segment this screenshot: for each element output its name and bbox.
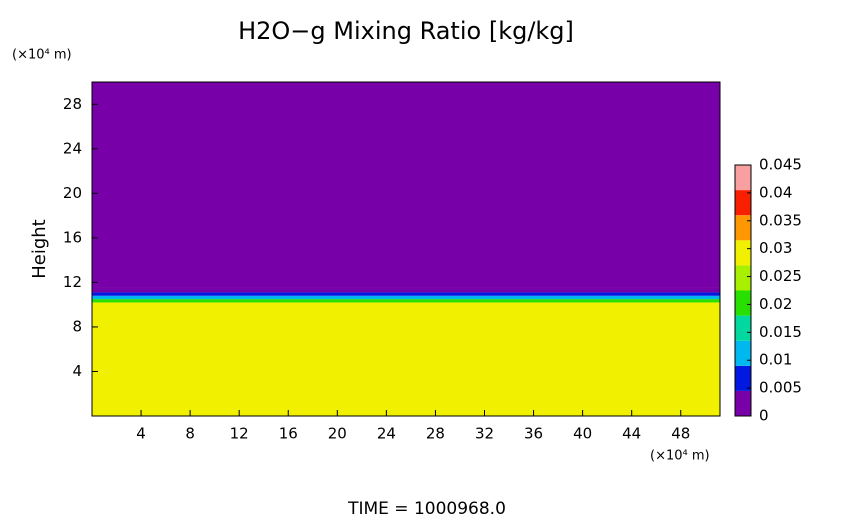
x-tick-label: 40 <box>573 425 592 443</box>
colorbar-tick-label: 0.005 <box>759 379 802 397</box>
y-unit: (×10⁴ m) <box>12 48 72 63</box>
x-tick-label: 36 <box>524 425 543 443</box>
colorbar-cell <box>735 215 751 241</box>
field-band <box>92 287 720 293</box>
footer: TIME = 1000968.0 <box>347 499 506 519</box>
x-tick-label: 28 <box>426 425 445 443</box>
colorbar-cell <box>735 190 751 216</box>
colorbar-tick-label: 0.04 <box>759 183 792 201</box>
colorbar-cell <box>735 315 751 341</box>
x-tick-label: 32 <box>475 425 494 443</box>
y-tick-label: 12 <box>63 273 82 291</box>
colorbar-cell <box>735 290 751 316</box>
field-band <box>92 292 720 296</box>
field-band <box>92 299 720 303</box>
y-tick-label: 4 <box>72 362 82 380</box>
colorbar-tick-label: 0 <box>759 407 769 425</box>
colorbar-cell <box>735 165 751 191</box>
y-tick-label: 20 <box>63 184 82 202</box>
x-tick-label: 44 <box>622 425 641 443</box>
y-tick-label: 16 <box>63 228 82 246</box>
colorbar-cell <box>735 265 751 291</box>
colorbar-cell <box>735 365 751 391</box>
colorbar-cell <box>735 340 751 366</box>
x-tick-label: 16 <box>279 425 298 443</box>
chart-title: H2O−g Mixing Ratio [kg/kg] <box>238 17 574 45</box>
colorbar-cell <box>735 240 751 266</box>
colorbar-tick-label: 0.015 <box>759 323 802 341</box>
field-band <box>92 295 720 300</box>
colorbar-tick-label: 0.03 <box>759 239 792 257</box>
colorbar-tick-label: 0.01 <box>759 351 792 369</box>
y-tick-label: 28 <box>63 95 82 113</box>
colorbar-cell <box>735 390 751 416</box>
x-tick-label: 4 <box>136 425 146 443</box>
colorbar-frame <box>734 164 752 417</box>
y-label: Height <box>29 219 50 279</box>
field-band <box>92 82 720 288</box>
colorbar-tick-label: 0.045 <box>759 156 802 174</box>
x-tick-label: 48 <box>671 425 690 443</box>
x-unit: (×10⁴ m) <box>650 449 710 464</box>
field-band <box>92 302 720 416</box>
x-tick-label: 24 <box>377 425 396 443</box>
colorbar-tick-label: 0.02 <box>759 295 792 313</box>
y-tick-label: 8 <box>72 317 82 335</box>
plot-frame <box>91 81 721 417</box>
colorbar-tick-label: 0.035 <box>759 211 802 229</box>
x-tick-label: 20 <box>328 425 347 443</box>
x-tick-label: 8 <box>185 425 195 443</box>
x-tick-label: 12 <box>230 425 249 443</box>
colorbar-tick-label: 0.025 <box>759 267 802 285</box>
y-tick-label: 24 <box>63 139 82 157</box>
